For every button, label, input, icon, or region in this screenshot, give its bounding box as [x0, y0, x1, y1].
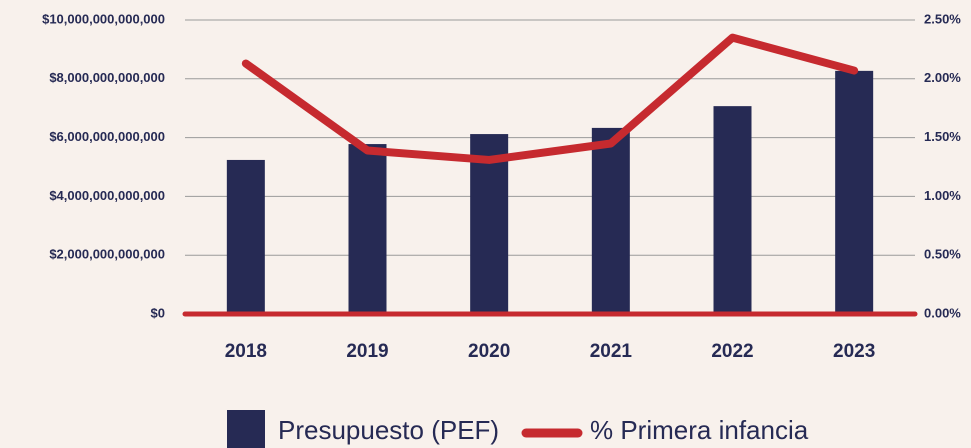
- x-tick-label: 2023: [833, 341, 875, 362]
- y2-tick-label: 1.00%: [924, 188, 961, 203]
- bar: [835, 70, 874, 314]
- y2-tick-label: 2.00%: [924, 70, 961, 85]
- x-tick-label: 2019: [346, 341, 388, 362]
- x-tick-label: 2018: [225, 341, 267, 362]
- y2-tick-label: 0.00%: [924, 305, 961, 320]
- y-tick-label: $0: [151, 305, 165, 320]
- legend-swatch: [227, 410, 265, 448]
- legend-label: % Primera infancia: [590, 415, 809, 445]
- y-tick-label: $6,000,000,000,000: [49, 129, 165, 144]
- y-tick-label: $8,000,000,000,000: [49, 70, 165, 85]
- y2-tick-label: 2.50%: [924, 11, 961, 26]
- y2-tick-label: 0.50%: [924, 247, 961, 262]
- x-tick-label: 2022: [711, 341, 753, 362]
- y-tick-label: $4,000,000,000,000: [49, 188, 165, 203]
- y-tick-label: $2,000,000,000,000: [49, 247, 165, 262]
- bar: [470, 134, 509, 314]
- legend-label: Presupuesto (PEF): [278, 415, 499, 445]
- x-tick-label: 2020: [468, 341, 510, 362]
- line: [241, 33, 859, 164]
- bar: [226, 159, 265, 314]
- bar: [591, 127, 630, 314]
- bar: [713, 106, 752, 314]
- y2-tick-label: 1.50%: [924, 129, 961, 144]
- y-tick-label: $10,000,000,000,000: [42, 11, 165, 26]
- x-tick-label: 2021: [590, 341, 633, 362]
- bar: [348, 144, 387, 314]
